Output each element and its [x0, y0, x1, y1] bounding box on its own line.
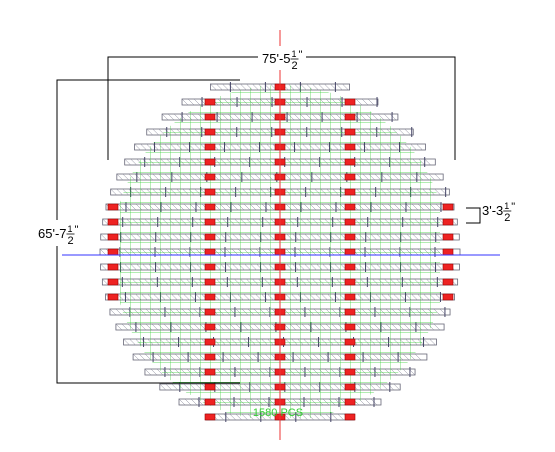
label-bg	[34, 220, 82, 246]
motor	[204, 263, 216, 271]
motor	[204, 338, 216, 346]
dimension-unit: "	[75, 224, 79, 236]
motor	[204, 233, 216, 241]
motor	[344, 248, 356, 256]
motor	[204, 368, 216, 376]
motor	[344, 353, 356, 361]
motor	[344, 218, 356, 226]
motor	[204, 218, 216, 226]
motor	[344, 188, 356, 196]
motor	[204, 293, 216, 301]
dimension-fraction-num: 1	[292, 49, 297, 59]
motor	[107, 293, 119, 301]
motor	[204, 188, 216, 196]
motor	[107, 263, 119, 271]
dimension-unit: "	[511, 201, 515, 213]
motor	[344, 263, 356, 271]
motor	[344, 203, 356, 211]
motor	[204, 398, 216, 406]
motor	[442, 293, 454, 301]
motor	[204, 113, 216, 121]
motor	[344, 278, 356, 286]
motor	[344, 383, 356, 391]
motor	[344, 158, 356, 166]
motor	[204, 143, 216, 151]
dimension-fraction-num: 1	[504, 201, 509, 211]
motor	[442, 203, 454, 211]
motor	[204, 353, 216, 361]
motor	[107, 278, 119, 286]
dimension-fraction-den: 2	[504, 212, 510, 224]
label-bg	[258, 46, 306, 70]
motor	[344, 293, 356, 301]
motor	[344, 323, 356, 331]
motor	[344, 233, 356, 241]
motor	[204, 308, 216, 316]
motor	[344, 368, 356, 376]
motor	[107, 203, 119, 211]
motor	[204, 128, 216, 136]
dimension-value: 75'-5	[262, 51, 291, 66]
dimension-unit: "	[299, 49, 303, 61]
motor	[107, 218, 119, 226]
motor	[204, 323, 216, 331]
motor	[344, 98, 356, 106]
motor	[204, 203, 216, 211]
motor	[344, 398, 356, 406]
motor	[442, 278, 454, 286]
motor	[344, 173, 356, 181]
motor	[442, 233, 454, 241]
motor	[442, 263, 454, 271]
motor	[204, 413, 216, 421]
dimension-fraction-num: 1	[68, 224, 73, 234]
motor	[344, 338, 356, 346]
motor	[107, 248, 119, 256]
motor	[344, 143, 356, 151]
motor	[204, 158, 216, 166]
motor	[344, 413, 356, 421]
motor	[204, 173, 216, 181]
dimension-value: 65'-7	[38, 226, 67, 241]
motor	[107, 233, 119, 241]
motor	[442, 248, 454, 256]
motor	[204, 383, 216, 391]
dimension-value: 3'-3	[482, 203, 503, 218]
dimension-fraction-den: 2	[68, 235, 74, 247]
motor	[344, 128, 356, 136]
dimension-right	[466, 207, 481, 224]
motor	[204, 278, 216, 286]
count-label: 1580 PCS	[253, 407, 303, 419]
motor	[204, 248, 216, 256]
motor	[344, 113, 356, 121]
motor	[204, 98, 216, 106]
motor	[344, 308, 356, 316]
dimension-fraction-den: 2	[292, 60, 298, 72]
motor	[442, 218, 454, 226]
